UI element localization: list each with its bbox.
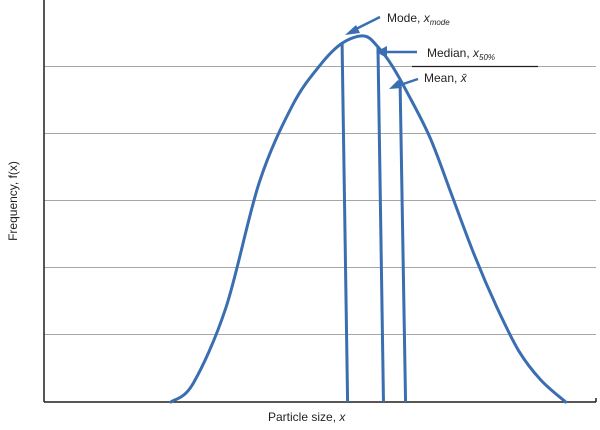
mean-annotation-text: Mean, [424,71,461,85]
distribution-curve [169,34,568,404]
median-annotation: Median, x50% [427,46,495,62]
x-axis-label: Particle size, x [268,410,346,424]
mean-arrowhead [389,80,402,89]
median-annotation-text: Median, [427,46,473,60]
y-axis-label: Frequency, f(x) [6,161,20,241]
median-annotation-var: x [472,46,480,60]
mean-arrow [396,77,419,88]
mean-annotation: Mean, x̄ [424,71,468,85]
annotation-arrows [345,15,419,89]
mode-annotation-var: x [423,11,431,25]
median-annotation-sub: 50% [479,53,495,62]
mode-annotation-text: Mode, [387,11,424,25]
median-arrowhead [376,46,387,58]
mode-marker-line [340,43,350,403]
x-axis-label-var: x [338,410,346,424]
gridlines [44,66,596,335]
mode-arrowhead [345,25,360,35]
x-axis-label-text: Particle size, [268,410,339,424]
mean-marker-line [398,79,408,403]
mode-annotation-sub: mode [430,18,451,27]
mean-annotation-var: x̄ [460,71,468,85]
median-marker-line [376,46,385,403]
mode-annotation: Mode, xmode [387,11,450,27]
